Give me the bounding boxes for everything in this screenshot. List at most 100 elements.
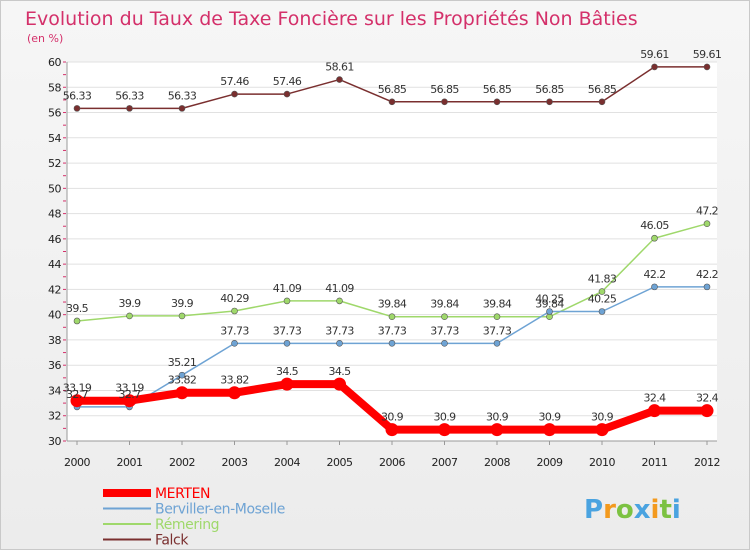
y-tick-label: 44 [48,258,61,271]
data-label: 42.2 [696,268,718,281]
data-point [490,423,504,437]
x-tick-label: 2003 [222,456,248,469]
x-tick-label: 2009 [537,456,563,469]
data-point [123,394,136,408]
data-point [388,98,396,106]
data-point [283,297,291,305]
x-tick-label: 2007 [432,456,458,469]
data-label: 39.84 [535,298,564,311]
legend-label: Rémering [155,517,219,533]
y-tick-label: 46 [48,233,61,246]
data-label: 56.33 [63,89,92,102]
x-tick-label: 2012 [694,456,720,469]
data-label: 32.4 [696,392,719,405]
data-point [651,63,658,71]
data-point [178,105,186,112]
data-label: 30.9 [486,411,509,424]
y-tick-label: 38 [48,334,61,347]
data-label: 39.9 [171,297,194,310]
data-label: 56.85 [430,83,459,96]
logo-letter: i [672,495,681,525]
data-point [178,371,186,379]
data-point [543,423,556,437]
data-label: 33.19 [63,382,92,395]
data-label: 39.9 [118,297,141,310]
data-point [175,386,189,400]
data-point [231,307,238,315]
data-point [231,90,238,98]
data-point [546,308,553,315]
data-label: 56.33 [115,89,144,102]
x-tick-label: 2004 [274,456,300,469]
data-label: 33.82 [220,374,249,387]
data-point [336,297,343,305]
data-point [70,394,84,408]
data-point [595,423,609,437]
data-label: 30.9 [591,411,614,424]
data-label: 56.85 [378,83,407,96]
data-label: 37.73 [483,324,512,337]
data-label: 37.73 [325,324,354,337]
x-tick-label: 2006 [379,456,405,469]
y-tick-label: 50 [48,182,61,195]
logo-letter: o [616,495,634,525]
data-label: 40.25 [535,293,564,306]
chart-title: Evolution du Taux de Taxe Foncière sur l… [25,8,638,30]
x-tick-label: 2001 [117,456,143,469]
logo-letter: r [603,495,616,525]
data-point [703,283,711,291]
data-label: 56.85 [588,83,617,96]
data-point [385,423,399,437]
y-axis-unit: (en %) [27,32,63,45]
legend-label: MERTEN [155,486,210,502]
y-tick-label: 58 [48,81,61,94]
data-point [336,76,343,83]
proxiti-logo: Proxiti [584,495,681,525]
data-point [598,98,606,106]
data-point [73,105,81,112]
data-label: 32.7 [118,388,141,401]
data-point [598,308,606,315]
data-label: 37.73 [378,324,407,337]
data-label: 39.84 [430,298,459,311]
data-point [493,313,501,320]
grid [67,61,717,442]
data-point [651,283,658,291]
data-label: 37.73 [430,324,459,337]
data-label: 33.82 [168,374,197,387]
data-point [493,98,501,106]
data-label: 33.19 [115,382,144,395]
data-point [126,312,133,320]
axes: 30 32 34 36 38 40 42 44 46 48 50 52 54 56 58 60 2000 2001… [48,56,721,469]
data-point [283,340,291,347]
y-tick-label: 30 [48,435,61,448]
data-label: 37.73 [220,324,249,337]
data-label: 41.09 [325,282,354,295]
data-label: 59.61 [693,48,722,61]
x-tick-label: 2000 [64,456,90,469]
data-point [336,340,343,347]
data-label: 57.46 [273,75,302,88]
data-label: 39.84 [378,298,407,311]
data-label: 35.21 [168,356,197,369]
data-point [178,312,186,320]
data-label: 34.5 [276,365,299,378]
y-tick-label: 40 [48,309,61,322]
data-point [598,288,606,295]
data-label: 56.85 [535,83,564,96]
data-label: 56.85 [483,83,512,96]
data-point [73,317,81,325]
data-label: 42.2 [643,268,665,281]
series-lines [70,63,714,437]
data-point [703,63,711,71]
data-label: 59.61 [640,48,669,61]
y-tick-label: 54 [48,132,61,145]
data-point [438,423,451,437]
data-point [493,340,501,347]
x-tick-label: 2005 [327,456,353,469]
legend-label: Berviller-en-Moselle [155,502,285,518]
data-point [441,313,448,320]
